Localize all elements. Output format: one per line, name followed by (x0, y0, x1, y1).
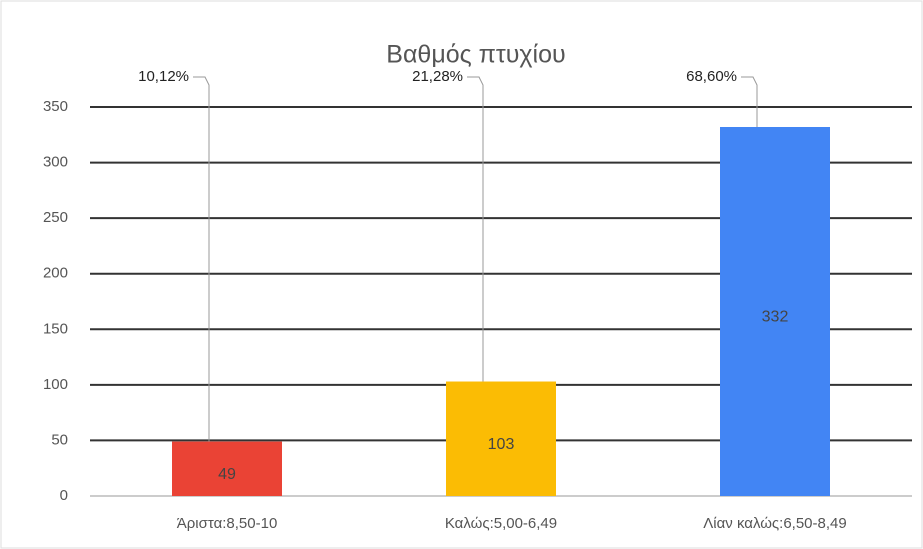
x-tick-label: Καλώς:5,00-6,49 (445, 515, 557, 532)
leader-line (467, 76, 484, 382)
y-tick-label: 250 (43, 209, 68, 226)
y-tick-label: 0 (60, 487, 68, 504)
percent-label: 10,12% (138, 68, 189, 85)
value-label: 332 (762, 309, 789, 326)
percent-label: 68,60% (686, 68, 737, 85)
y-tick-label: 300 (43, 154, 68, 171)
y-tick-label: 150 (43, 320, 68, 337)
leader-line (193, 76, 210, 442)
bar (720, 127, 830, 497)
bar (446, 381, 556, 496)
x-tick-label: Λίαν καλώς:6,50-8,49 (703, 515, 846, 532)
y-tick-label: 50 (51, 431, 68, 448)
percent-label: 21,28% (412, 68, 463, 85)
bar (172, 441, 282, 496)
value-label: 103 (488, 436, 515, 453)
chart-title: Βαθμός πτυχίου (386, 41, 565, 69)
y-tick-label: 200 (43, 265, 68, 282)
y-tick-label: 350 (43, 98, 68, 115)
y-tick-label: 100 (43, 376, 68, 393)
x-tick-label: Άριστα:8,50-10 (177, 515, 278, 532)
leader-line (741, 76, 758, 128)
value-label: 49 (218, 466, 236, 483)
